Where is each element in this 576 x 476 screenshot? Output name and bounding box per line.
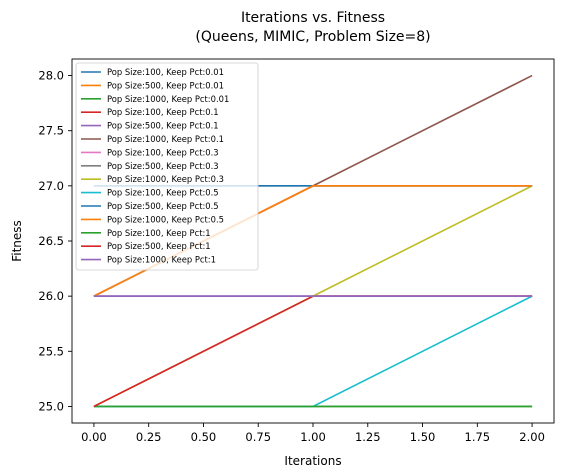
- y-tick-label: 27.0: [38, 179, 64, 193]
- legend-entry: Pop Size:1000, Keep Pct:0.5: [107, 214, 224, 224]
- x-tick-label: 1.50: [410, 430, 436, 444]
- legend-entry: Pop Size:500, Keep Pct:1: [107, 241, 211, 251]
- series-line: [93, 295, 533, 408]
- legend-entry: Pop Size:500, Keep Pct:0.1: [107, 121, 219, 131]
- y-tick-label: 25.0: [38, 399, 64, 413]
- legend: Pop Size:100, Keep Pct:0.01 Pop Size:500,…: [75, 62, 259, 271]
- y-tick-label: 28.0: [38, 69, 64, 83]
- x-tick-label: 0.50: [191, 430, 217, 444]
- x-tick-label: 1.00: [300, 430, 326, 444]
- x-tick-label: 1.25: [355, 430, 381, 444]
- legend-entry: Pop Size:500, Keep Pct:0.01: [107, 80, 224, 90]
- legend-entry: Pop Size:100, Keep Pct:0.3: [107, 147, 219, 157]
- legend-entry: Pop Size:1000, Keep Pct:0.1: [107, 134, 224, 144]
- legend-entry: Pop Size:1000, Keep Pct:0.3: [107, 174, 224, 184]
- x-axis-label: Iterations: [284, 454, 341, 468]
- legend-entry: Pop Size:100, Keep Pct:0.1: [107, 107, 219, 117]
- series-line: [93, 295, 533, 408]
- legend-entry: Pop Size:500, Keep Pct:0.5: [107, 201, 219, 211]
- y-tick-label: 26.5: [38, 234, 64, 248]
- x-tick-label: 0.00: [81, 430, 107, 444]
- y-axis-label: Fitness: [10, 220, 24, 262]
- legend-entry: Pop Size:500, Keep Pct:0.3: [107, 161, 219, 171]
- x-tick-label: 0.75: [245, 430, 271, 444]
- legend-entry: Pop Size:100, Keep Pct:0.01: [107, 67, 224, 77]
- x-tick-label: 1.75: [465, 430, 491, 444]
- chart-title-line: (Queens, MIMIC, Problem Size=8): [195, 29, 430, 45]
- x-tick-label: 2.00: [519, 430, 545, 444]
- chart-title: Iterations vs. Fitness (Queens, MIMIC, Pr…: [195, 10, 430, 45]
- legend-entry: Pop Size:1000, Keep Pct:1: [107, 255, 216, 265]
- y-tick-label: 25.5: [38, 344, 64, 358]
- legend-box: [75, 62, 259, 271]
- legend-entry: Pop Size:100, Keep Pct:1: [107, 228, 211, 238]
- legend-entry: Pop Size:1000, Keep Pct:0.01: [107, 94, 229, 104]
- plot-frame: [71, 58, 555, 424]
- y-tick-label: 26.0: [38, 289, 64, 303]
- x-tick-label: 0.25: [136, 430, 162, 444]
- x-axis-ticks: 0.00 0.25 0.50 0.75 1.00 1.25 1.50 1.75 2.00: [81, 423, 545, 444]
- y-axis-ticks: 25.0 25.5 26.0 26.5 27.0 27.5 28.0: [38, 69, 72, 413]
- chart-title-line: Iterations vs. Fitness: [241, 10, 385, 26]
- legend-entry: Pop Size:100, Keep Pct:0.5: [107, 188, 219, 198]
- series-line: [93, 295, 533, 408]
- y-tick-label: 27.5: [38, 124, 64, 138]
